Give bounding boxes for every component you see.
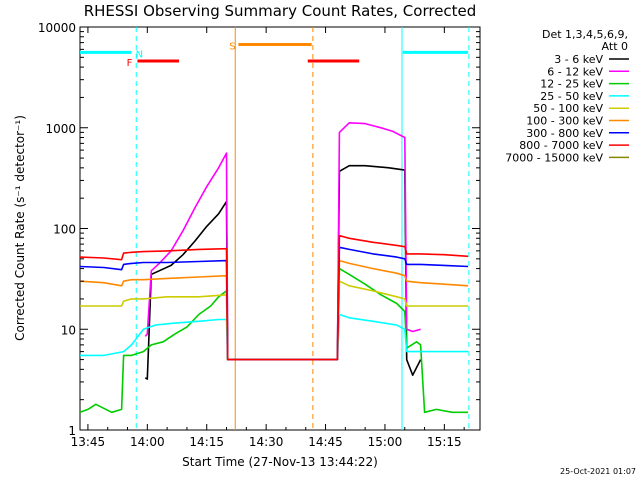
legend-label-7: 800 - 7000 keV [519, 139, 603, 152]
y-axis-label: Corrected Count Rate (s⁻¹ detector⁻¹) [13, 115, 27, 341]
x-tick-label-1: 14:00 [130, 435, 165, 449]
flag-bars: NF S [80, 42, 469, 69]
x-tick-label-2: 14:15 [189, 435, 224, 449]
chart-title: RHESSI Observing Summary Count Rates, Co… [84, 2, 477, 20]
x-tick-label-0: 13:45 [71, 435, 106, 449]
x-tick-label-4: 14:45 [308, 435, 343, 449]
series-line-2 [79, 267, 469, 414]
x-axis-ticks: 13:45 14:00 14:15 14:30 14:45 15:00 15:15 [71, 27, 465, 449]
footer-date: 25-Oct-2021 01:07 [560, 467, 636, 476]
x-tick-label-3: 14:30 [249, 435, 284, 449]
legend-label-3: 25 - 50 keV [540, 90, 603, 103]
legend-header-line-2: Att 0 [602, 40, 628, 53]
y-tick-label-4: 10000 [38, 21, 76, 35]
series-line-5 [79, 259, 469, 361]
legend-label-0: 3 - 6 keV [554, 53, 603, 66]
x-tick-label-6: 15:15 [427, 435, 462, 449]
legend-label-4: 50 - 100 keV [533, 102, 603, 115]
flag-label-N: N [136, 49, 143, 60]
flag-label-S: S [229, 42, 235, 53]
x-tick-label-5: 15:00 [368, 435, 403, 449]
series-line-7 [79, 234, 469, 361]
y-tick-label-3: 1000 [45, 122, 76, 136]
plot-frame [79, 26, 481, 431]
series-line-0 [144, 164, 422, 380]
flag-label-F: F [127, 58, 133, 69]
series-lines [79, 122, 469, 414]
x-axis-label: Start Time (27-Nov-13 13:44:22) [182, 455, 378, 469]
plot-border [79, 26, 481, 431]
y-tick-label-1: 10 [61, 323, 76, 337]
y-axis-ticks: 1 10 100 1000 10000 [38, 21, 480, 438]
legend-label-8: 7000 - 15000 keV [505, 151, 603, 164]
vertical-marker-lines [135, 27, 470, 430]
legend-label-1: 6 - 12 keV [547, 65, 603, 78]
y-tick-label-0: 1 [68, 424, 76, 438]
legend-label-5: 100 - 300 keV [526, 115, 603, 128]
y-tick-label-2: 100 [53, 223, 76, 237]
legend-header-line-1: Det 1,3,4,5,6,9, [542, 28, 628, 41]
series-line-6 [79, 246, 469, 361]
series-line-1 [144, 122, 421, 361]
series-line-4 [80, 280, 469, 361]
legend-label-2: 12 - 25 keV [540, 78, 603, 91]
legend-label-6: 300 - 800 keV [526, 127, 603, 140]
